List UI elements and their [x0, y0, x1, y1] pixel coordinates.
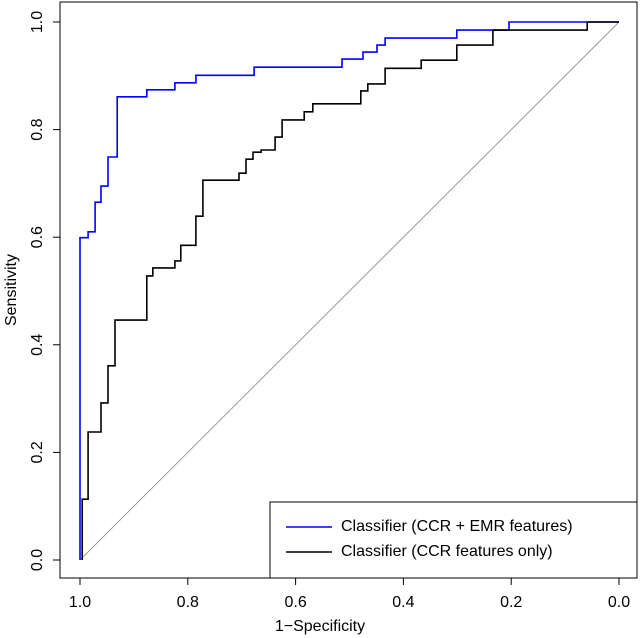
- legend-label: Classifier (CCR features only): [341, 543, 553, 560]
- y-tick-label: 0.4: [29, 334, 46, 356]
- roc-curve: [79, 21, 619, 560]
- x-tick-label: 1.0: [69, 594, 91, 611]
- y-tick-label: 0.8: [29, 118, 46, 140]
- legend-label: Classifier (CCR + EMR features): [341, 518, 573, 535]
- roc-curve: [81, 21, 619, 560]
- x-tick-label: 0.6: [284, 594, 306, 611]
- reference-diagonal: [79, 21, 620, 561]
- y-tick-label: 0.6: [29, 226, 46, 248]
- y-tick-label: 1.0: [29, 11, 46, 33]
- x-tick-label: 0.4: [392, 594, 414, 611]
- y-tick-label: 0.0: [29, 549, 46, 571]
- x-tick-label: 0.0: [608, 594, 630, 611]
- x-tick-label: 0.8: [177, 594, 199, 611]
- y-tick-label: 0.2: [29, 441, 46, 463]
- x-tick-label: 0.2: [500, 594, 522, 611]
- legend-box: [269, 501, 638, 579]
- y-axis-label: Sensitivity: [3, 254, 20, 326]
- x-axis-label: 1−Specificity: [275, 618, 365, 635]
